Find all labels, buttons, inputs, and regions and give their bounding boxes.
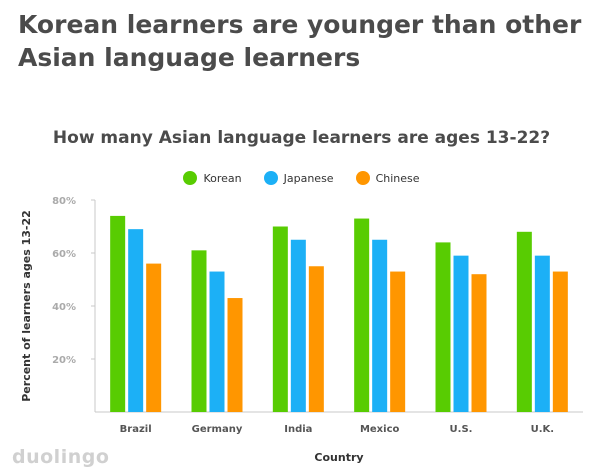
y-tick-label: 80%	[52, 196, 76, 207]
bar-chinese-germany	[227, 298, 243, 412]
legend-item-chinese: Chinese	[355, 168, 420, 188]
legend-item-japanese: Japanese	[263, 168, 334, 188]
y-tick-label: 40%	[52, 302, 76, 313]
legend-label-japanese: Japanese	[283, 171, 334, 185]
x-tick-label: U.K.	[531, 424, 554, 435]
legend-label-chinese: Chinese	[375, 171, 420, 185]
bar-korean-us	[435, 242, 451, 412]
bar-japanese-brazil	[128, 229, 144, 412]
y-tick-label: 20%	[52, 355, 76, 366]
bar-japanese-india	[290, 239, 306, 412]
x-axis-title: Country	[314, 451, 363, 464]
bar-japanese-uk	[534, 255, 550, 412]
x-tick-label: India	[284, 424, 312, 435]
x-tick-label: U.S.	[450, 424, 473, 435]
chart-title: How many Asian language learners are age…	[52, 128, 551, 148]
x-tick-label: Brazil	[120, 424, 152, 435]
bar-chinese-uk	[552, 271, 568, 412]
x-tick-label: Germany	[192, 424, 243, 435]
bar-chinese-india	[308, 266, 324, 412]
x-tick-label: Mexico	[360, 424, 400, 435]
legend-swatch-chinese	[355, 171, 370, 185]
legend-swatch-korean	[183, 171, 198, 185]
bar-japanese-germany	[209, 271, 225, 412]
bar-korean-germany	[191, 250, 207, 412]
bar-korean-mexico	[354, 218, 370, 412]
legend-item-korean: Korean	[183, 168, 242, 188]
duolingo-logo: duolingo	[12, 446, 110, 468]
bar-japanese-mexico	[372, 239, 388, 412]
legend: Korean Japanese Chinese	[0, 168, 603, 188]
bar-chinese-mexico	[390, 271, 406, 412]
legend-swatch-japanese	[263, 171, 278, 185]
y-axis-title: Percent of learners ages 13-22	[20, 210, 33, 402]
bar-chinese-brazil	[146, 263, 162, 412]
bar-korean-brazil	[110, 215, 126, 412]
bar-chinese-us	[471, 274, 487, 412]
y-tick-label: 60%	[52, 249, 76, 260]
bar-japanese-us	[453, 255, 469, 412]
bar-korean-uk	[516, 231, 532, 412]
legend-label-korean: Korean	[203, 171, 242, 185]
headline: Korean learners are younger than other A…	[18, 10, 582, 72]
bar-korean-india	[272, 226, 288, 412]
